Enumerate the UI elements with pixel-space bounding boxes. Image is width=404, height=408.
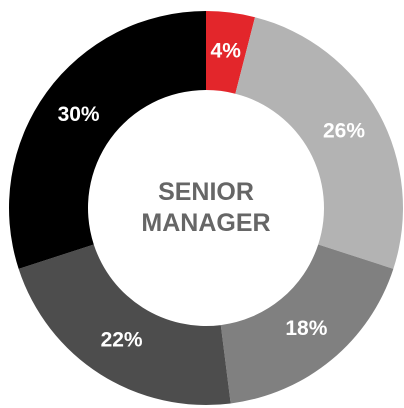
segment-label: 30%	[58, 103, 100, 126]
segment-label: 22%	[101, 329, 143, 352]
donut-segment	[220, 244, 394, 404]
segment-label: 26%	[323, 120, 365, 143]
segment-label: 18%	[285, 317, 327, 340]
donut-segment	[18, 244, 231, 405]
donut-segment	[8, 11, 207, 269]
center-title: SENIOR MANAGER	[141, 177, 271, 237]
donut-segment	[235, 17, 403, 269]
segment-label: 4%	[211, 39, 242, 62]
donut-segment	[206, 11, 255, 94]
